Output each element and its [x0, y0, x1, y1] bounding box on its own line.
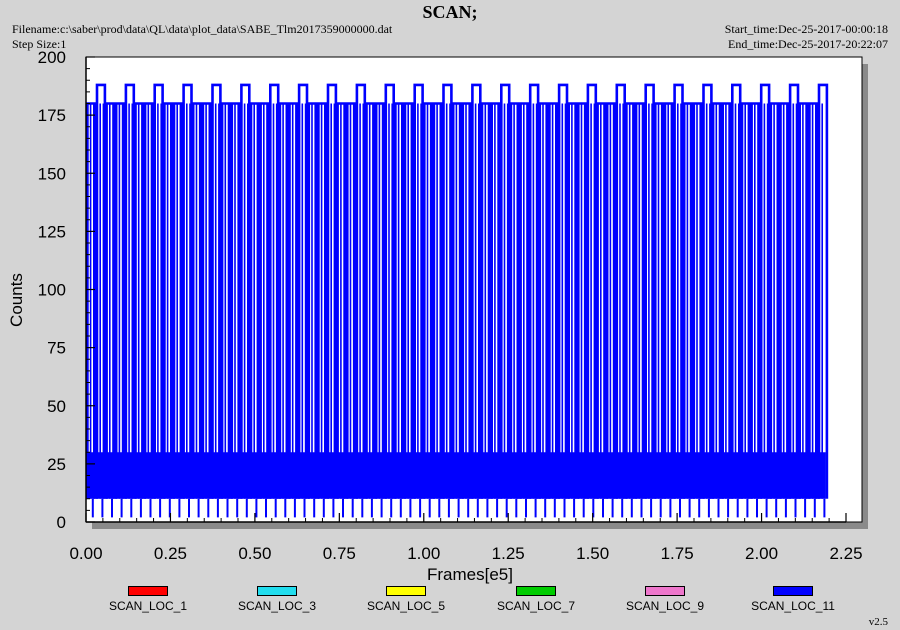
- x-tick-label: 0.00: [69, 544, 102, 563]
- x-axis-label: Frames[e5]: [427, 565, 513, 584]
- x-tick-label: 0.75: [323, 544, 356, 563]
- x-tick-label: 0.50: [238, 544, 271, 563]
- legend-swatch: [773, 586, 813, 596]
- y-tick-label: 200: [38, 48, 66, 67]
- end-time-text: End_time:Dec-25-2017-20:22:07: [728, 37, 888, 51]
- x-tick-label: 1.50: [576, 544, 609, 563]
- y-tick-label: 125: [38, 222, 66, 241]
- x-tick-label: 1.00: [407, 544, 440, 563]
- legend-item-scan-loc-5: SCAN_LOC_5: [346, 586, 466, 613]
- legend-swatch: [257, 586, 297, 596]
- legend-item-scan-loc-1: SCAN_LOC_1: [88, 586, 208, 613]
- x-tick-label: 2.25: [829, 544, 862, 563]
- legend-swatch: [645, 586, 685, 596]
- legend-item-scan-loc-3: SCAN_LOC_3: [217, 586, 337, 613]
- y-tick-label: 175: [38, 106, 66, 125]
- x-tick-label: 1.25: [492, 544, 525, 563]
- y-axis-label: Counts: [7, 273, 26, 327]
- x-tick-label: 2.00: [745, 544, 778, 563]
- y-tick-label: 75: [47, 339, 66, 358]
- y-tick-label: 25: [47, 455, 66, 474]
- y-tick-label: 100: [38, 281, 66, 300]
- step-size-text: Step Size:1: [12, 37, 67, 51]
- y-tick-label: 150: [38, 164, 66, 183]
- legend: SCAN_LOC_1 SCAN_LOC_3 SCAN_LOC_5 SCAN_LOC_7…: [0, 586, 900, 616]
- filename-text: Filename:c:\saber\prod\data\QL\data\plot…: [12, 22, 393, 36]
- version-label: v2.5: [868, 616, 888, 628]
- legend-item-scan-loc-7: SCAN_LOC_7: [476, 586, 596, 613]
- legend-label: SCAN_LOC_3: [237, 599, 317, 613]
- legend-label: SCAN_LOC_5: [366, 599, 446, 613]
- series-low-spikes: [91, 498, 826, 518]
- chart-title: SCAN;: [422, 2, 478, 22]
- axes-layer: 0 25 50 75 100 125 150 175 200 0.00 0.25 0.50 0.75 1.…: [38, 48, 863, 563]
- x-tick-label: 0.25: [154, 544, 187, 563]
- y-tick-label: 0: [57, 513, 66, 532]
- legend-label: SCAN_LOC_9: [625, 599, 705, 613]
- legend-label: SCAN_LOC_11: [751, 599, 835, 613]
- start-time-text: Start_time:Dec-25-2017-00:00:18: [724, 22, 888, 36]
- legend-label: SCAN_LOC_7: [496, 599, 576, 613]
- legend-swatch: [386, 586, 426, 596]
- y-tick-label: 50: [47, 397, 66, 416]
- legend-swatch: [128, 586, 168, 596]
- series-scan-loc-11: [86, 83, 829, 518]
- legend-item-scan-loc-9: SCAN_LOC_9: [605, 586, 725, 613]
- legend-item-scan-loc-11: SCAN_LOC_11: [733, 586, 853, 613]
- x-tick-label: 1.75: [661, 544, 694, 563]
- legend-label: SCAN_LOC_1: [108, 599, 188, 613]
- legend-swatch: [516, 586, 556, 596]
- series-layer: [86, 83, 829, 518]
